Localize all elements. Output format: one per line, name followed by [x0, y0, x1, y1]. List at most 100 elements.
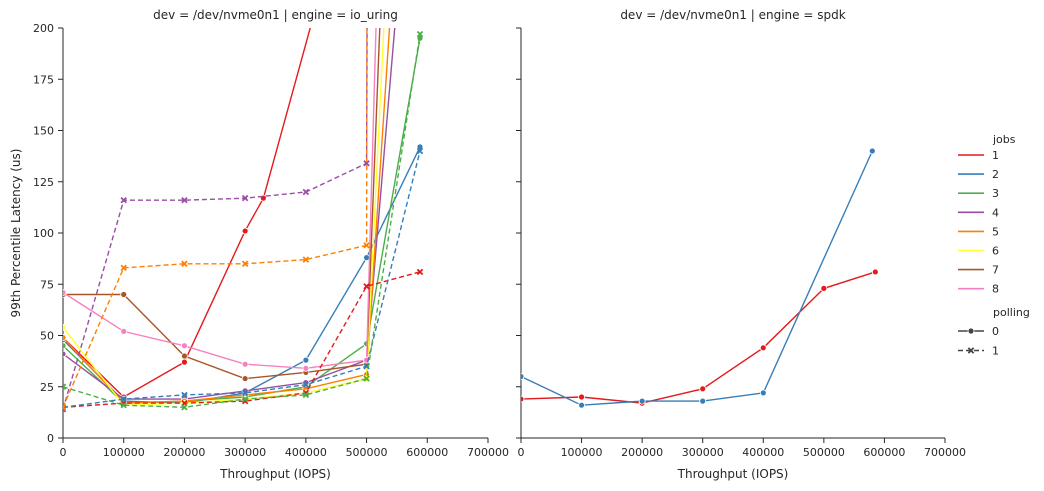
data-point-jobs-6-polling-0: [63, 323, 67, 331]
legend-entry-jobs-2: 2: [992, 168, 999, 181]
data-point-jobs-7-polling-0: [120, 291, 128, 298]
data-point-jobs-3-polling-1: [416, 30, 424, 38]
data-point-jobs-2-polling-1: [241, 389, 249, 397]
data-point-jobs-2-polling-0: [638, 397, 646, 405]
legend: jobs 1 2 3 4 5 6 7 8 polling 0 1: [958, 133, 1030, 358]
data-point-jobs-2-polling-0: [521, 373, 525, 380]
series-line-jobs-5-polling-0: [63, 28, 391, 404]
legend-entry-polling-1: 1: [992, 345, 999, 358]
y-axis-label: 99th Percentile Latency (us): [9, 149, 23, 318]
legend-entry-jobs-1: 1: [992, 149, 999, 162]
legend-entry-jobs-6: 6: [992, 245, 999, 258]
x-tick-label: 500000: [346, 446, 388, 459]
data-point-jobs-3-polling-1: [363, 375, 370, 382]
legend-entry-polling-0: 0: [992, 325, 999, 338]
y-tick-label: 175: [33, 73, 54, 86]
legend-entry-jobs-7: 7: [992, 264, 999, 277]
data-point-jobs-4-polling-1: [120, 196, 127, 204]
x-tick-label: 300000: [224, 446, 266, 459]
x-tick-label: 500000: [803, 446, 845, 459]
data-point-jobs-2-polling-1: [181, 391, 188, 399]
data-point-jobs-5-polling-1: [120, 264, 127, 272]
data-point-jobs-2-polling-0: [363, 254, 370, 262]
data-point-jobs-2-polling-1: [302, 381, 310, 388]
data-point-jobs-1-polling-0: [699, 385, 707, 393]
series-line-jobs-4-polling-0: [63, 28, 396, 400]
series-group: [521, 147, 879, 409]
data-point-jobs-1-polling-1: [363, 283, 370, 290]
data-point-jobs-4-polling-1: [241, 194, 249, 202]
panel-title: dev = /dev/nvme0n1 | engine = spdk: [620, 8, 845, 22]
x-tick-label: 100000: [561, 446, 603, 459]
legend-title-jobs: jobs: [992, 133, 1016, 146]
data-point-jobs-4-polling-1: [181, 196, 188, 204]
series-group: [63, 28, 424, 413]
data-point-jobs-3-polling-1: [241, 395, 249, 403]
data-point-jobs-1-polling-0: [578, 393, 585, 401]
circle-icon: [967, 327, 975, 335]
y-tick-label: 0: [47, 432, 54, 445]
series-line-jobs-7-polling-0: [63, 28, 381, 380]
x-tick-label: 300000: [682, 446, 724, 459]
data-point-jobs-3-polling-0: [63, 342, 67, 350]
data-point-jobs-3-polling-1: [181, 404, 188, 411]
x-tick-label: 400000: [285, 446, 327, 459]
y-tick-label: 150: [33, 125, 54, 138]
series-line-jobs-1-polling-0: [521, 271, 876, 404]
series-line-jobs-6-polling-0: [63, 28, 385, 406]
data-point-jobs-1-polling-0: [759, 344, 767, 352]
data-point-jobs-8-polling-0: [241, 360, 249, 368]
series-line-jobs-1-polling-1: [63, 271, 421, 408]
y-tick-label: 200: [33, 22, 54, 35]
data-point-jobs-1-polling-1: [416, 268, 424, 276]
data-point-jobs-8-polling-0: [302, 364, 310, 372]
x-tick-label: 100000: [103, 446, 145, 459]
data-point-jobs-7-polling-0: [181, 352, 188, 360]
series-line-jobs-2-polling-0: [521, 150, 873, 406]
data-point-jobs-2-polling-1: [416, 147, 424, 155]
data-point-jobs-1-polling-0: [181, 358, 188, 366]
x-tick-label: 700000: [924, 446, 966, 459]
x-tick-label: 200000: [621, 446, 663, 459]
series-line-jobs-5-polling-1: [63, 28, 368, 408]
x-tick-label: 0: [60, 446, 67, 459]
x-icon: [967, 347, 975, 354]
legend-title-polling: polling: [993, 306, 1030, 319]
data-point-jobs-3-polling-1: [302, 391, 310, 399]
data-point-jobs-2-polling-0: [699, 397, 707, 405]
data-point-jobs-2-polling-0: [302, 356, 310, 364]
legend-entry-jobs-3: 3: [992, 187, 999, 200]
data-point-jobs-7-polling-0: [241, 375, 249, 382]
x-tick-label: 0: [518, 446, 525, 459]
x-tick-label: 700000: [467, 446, 509, 459]
data-point-jobs-4-polling-1: [363, 160, 370, 167]
data-point-jobs-5-polling-1: [363, 242, 370, 249]
x-tick-label: 600000: [863, 446, 905, 459]
y-tick-label: 50: [40, 330, 54, 343]
x-tick-label: 400000: [742, 446, 784, 459]
series-line-jobs-1-polling-0: [63, 28, 311, 398]
panel-spdk: dev = /dev/nvme0n1 | engine = spdk 0 10000…: [516, 8, 966, 481]
data-point-jobs-8-polling-0: [181, 342, 188, 350]
data-point-jobs-8-polling-0: [63, 289, 67, 296]
series-line-jobs-4-polling-1: [63, 28, 368, 410]
data-point-jobs-4-polling-1: [63, 406, 67, 413]
data-point-jobs-1-polling-0: [241, 227, 249, 235]
data-point-jobs-2-polling-0: [578, 401, 585, 409]
data-point-jobs-1-polling-0: [521, 395, 525, 403]
data-point-jobs-5-polling-0: [63, 334, 67, 341]
y-tick-label: 25: [40, 381, 54, 394]
y-tick-label: 100: [33, 227, 54, 240]
x-axis-label: Throughput (IOPS): [219, 467, 331, 481]
y-tick-label: 75: [40, 278, 54, 291]
data-point-jobs-1-polling-0: [820, 284, 828, 292]
y-tick-label: 125: [33, 176, 54, 189]
panel-io-uring: dev = /dev/nvme0n1 | engine = io_uring 0 1…: [9, 8, 509, 481]
legend-entry-jobs-4: 4: [992, 206, 999, 219]
data-point-jobs-4-polling-0: [63, 350, 67, 358]
data-point-jobs-5-polling-1: [181, 260, 188, 267]
data-point-jobs-2-polling-0: [868, 147, 876, 155]
data-point-jobs-5-polling-1: [302, 256, 310, 263]
x-tick-label: 600000: [406, 446, 448, 459]
